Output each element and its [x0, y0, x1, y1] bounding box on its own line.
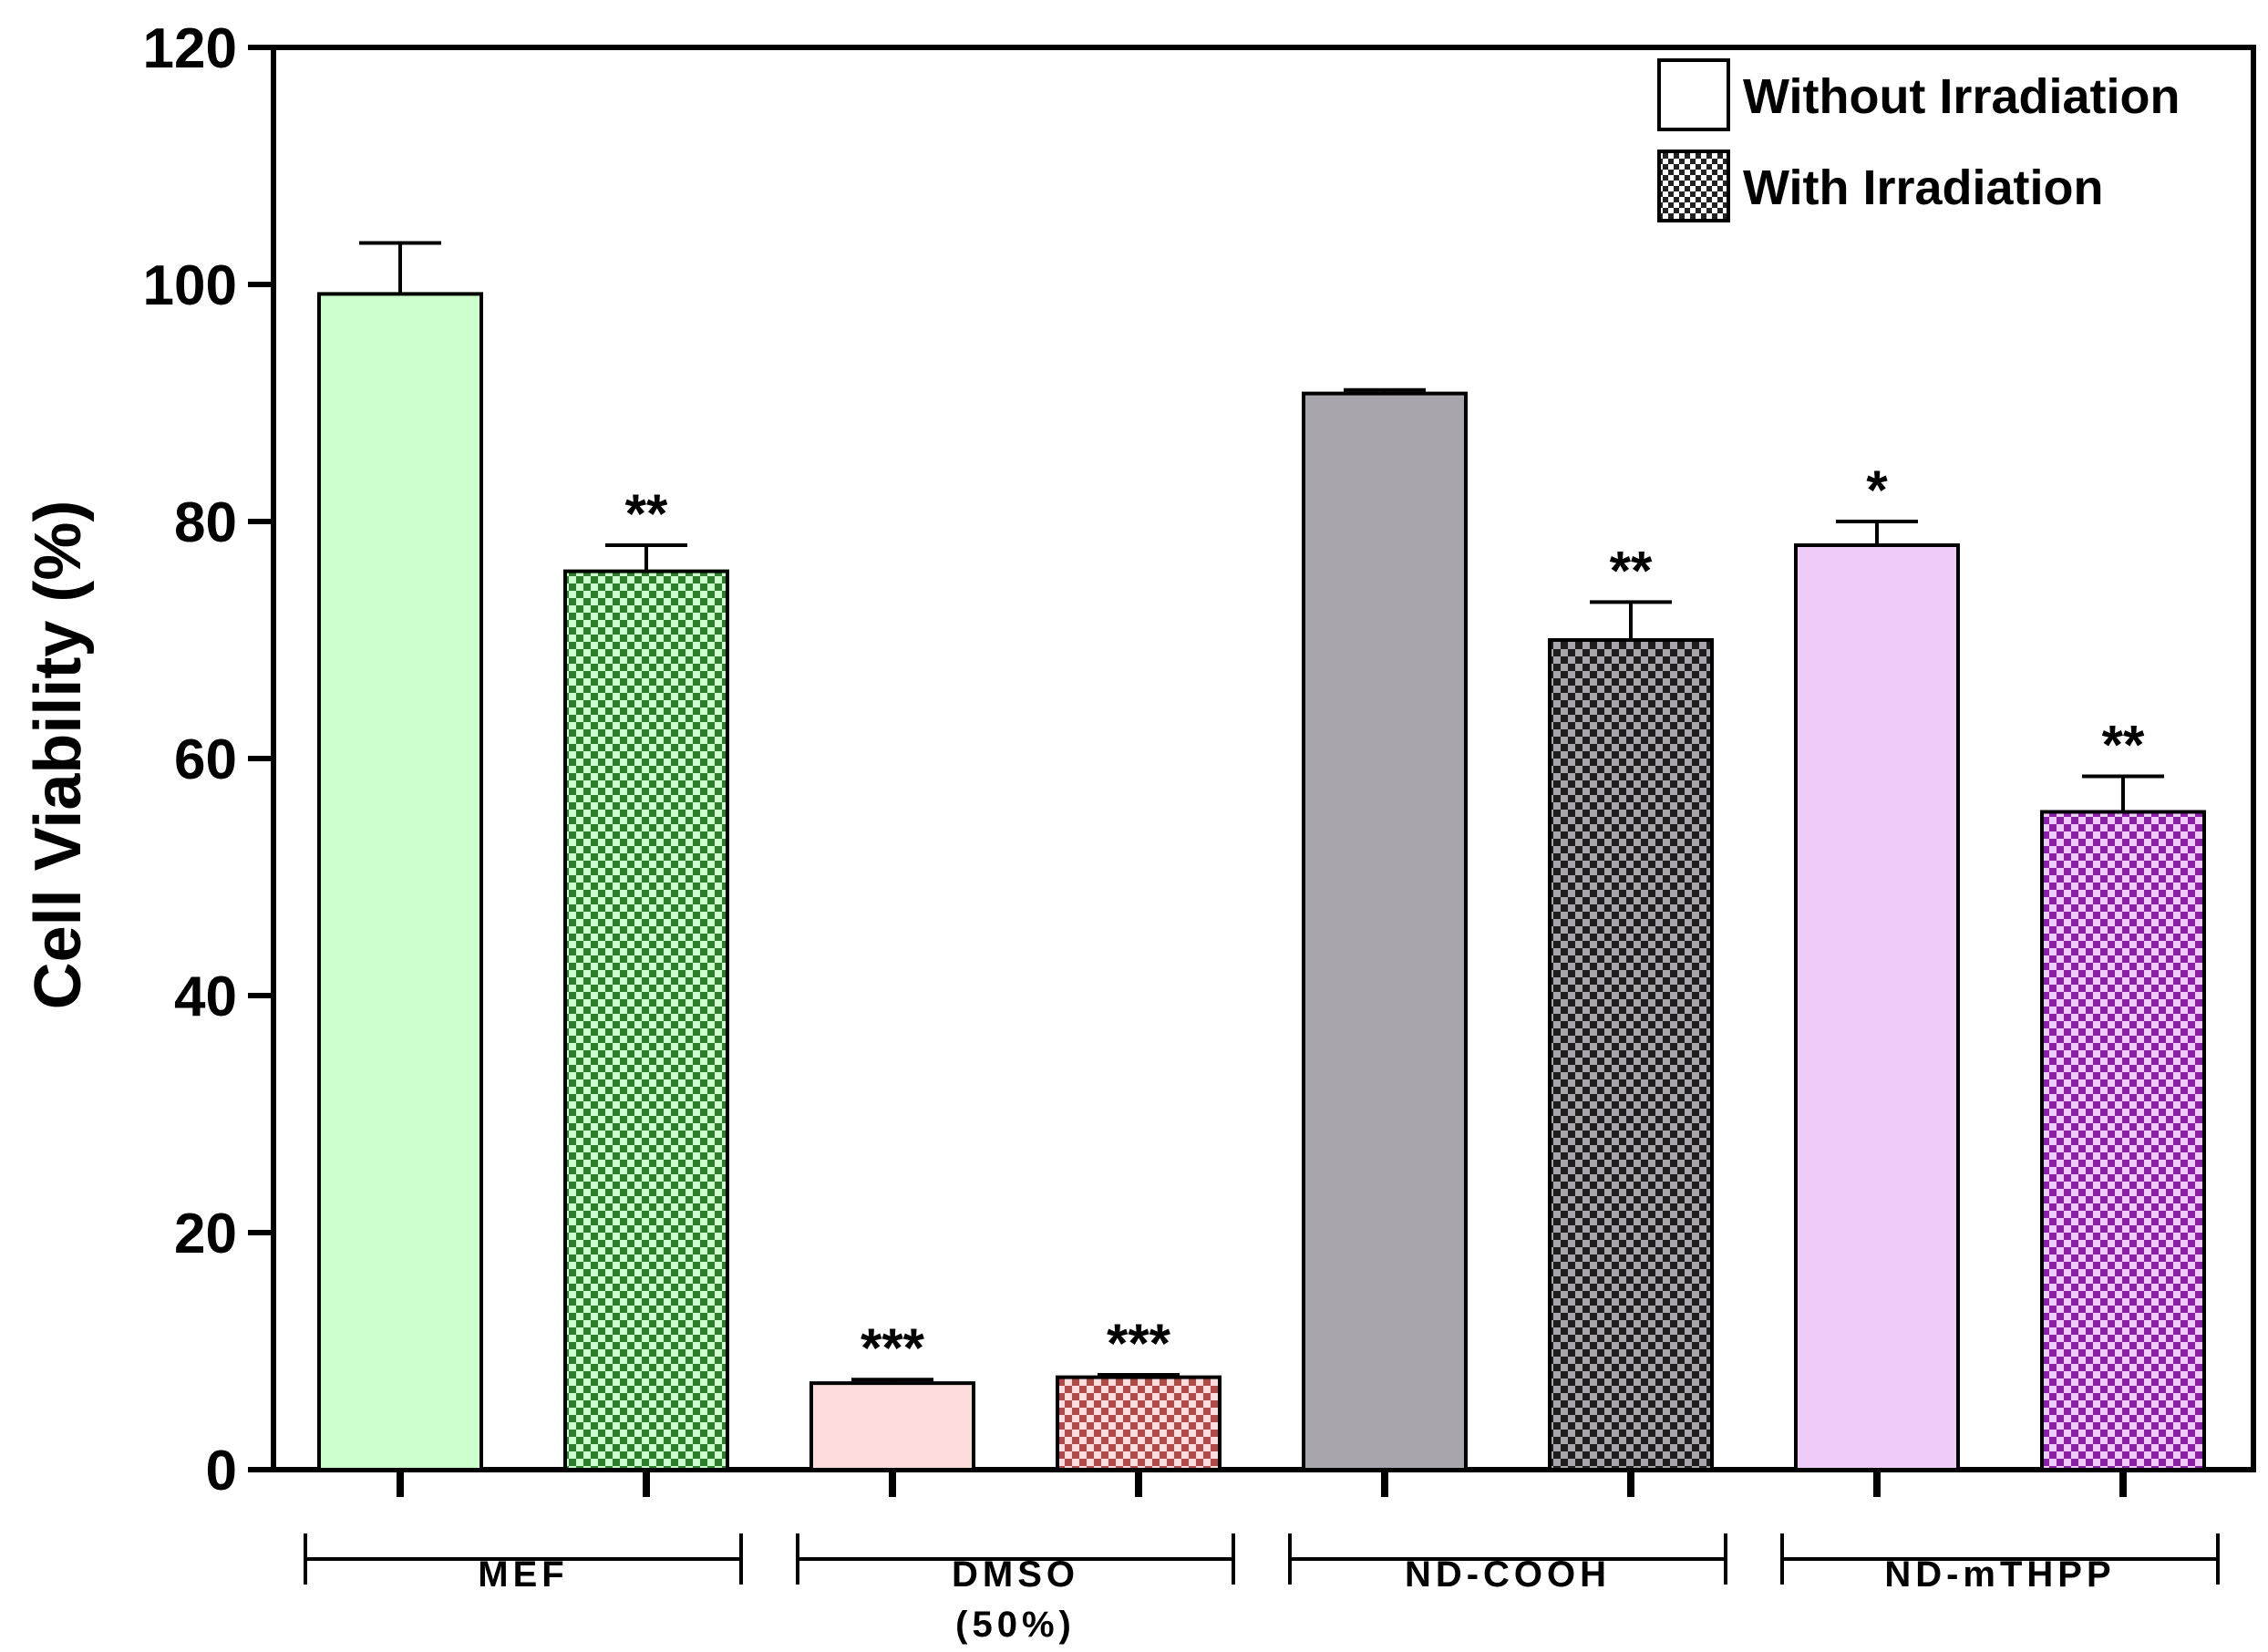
group-label: DMSO: [952, 1554, 1079, 1595]
bar-nd-cooh-with: [1548, 638, 1714, 1471]
y-tick-label: 60: [174, 728, 237, 791]
group-label: ND-mTHPP: [1884, 1554, 2115, 1595]
bar-mef-without: [317, 292, 483, 1471]
error-bars: [359, 241, 2164, 1384]
bar-dmso-with: [1056, 1375, 1222, 1471]
bar-nd-mthpp-without: [1794, 543, 1960, 1471]
significance-labels: ***** ********: [625, 459, 2145, 1378]
legend-label: Without Irradiation: [1743, 69, 2180, 124]
bar-nd-cooh-without: [1302, 391, 1468, 1472]
y-tick-label: 20: [174, 1203, 237, 1265]
significance-label: **: [1610, 540, 1653, 601]
y-tick-label: 0: [206, 1440, 237, 1502]
legend: Without Irradiation With Irradiation: [1657, 58, 2180, 222]
legend-swatch-without: [1657, 58, 1730, 131]
y-tick-label: 120: [143, 17, 237, 80]
y-tick-label: 100: [143, 254, 237, 317]
significance-label: *: [1866, 459, 1888, 521]
significance-label: **: [625, 483, 668, 544]
bar-nd-mthpp-with: [2040, 810, 2206, 1471]
significance-label: ***: [861, 1317, 925, 1378]
legend-label: With Irradiation: [1743, 160, 2104, 215]
group-label: ND-COOH: [1405, 1554, 1611, 1595]
legend-swatch-with: [1657, 150, 1730, 222]
bar-mef-with: [563, 569, 729, 1471]
y-tick-label: 40: [174, 965, 237, 1028]
bar-dmso-without: [809, 1381, 975, 1471]
significance-label: **: [2102, 715, 2145, 776]
group-brackets: MEF DMSO (50%) ND-COOH ND-mTHPP: [304, 1470, 2220, 1645]
group-label: MEF: [478, 1554, 568, 1595]
y-tick-label: 80: [174, 491, 237, 554]
significance-label: ***: [1107, 1313, 1171, 1374]
group-sublabel: (50%): [955, 1605, 1076, 1645]
bars: [317, 292, 2206, 1472]
y-axis-title: Cell Viability (%): [22, 501, 95, 1010]
y-axis: 0 20 40 60 80 100 120: [143, 17, 273, 1502]
